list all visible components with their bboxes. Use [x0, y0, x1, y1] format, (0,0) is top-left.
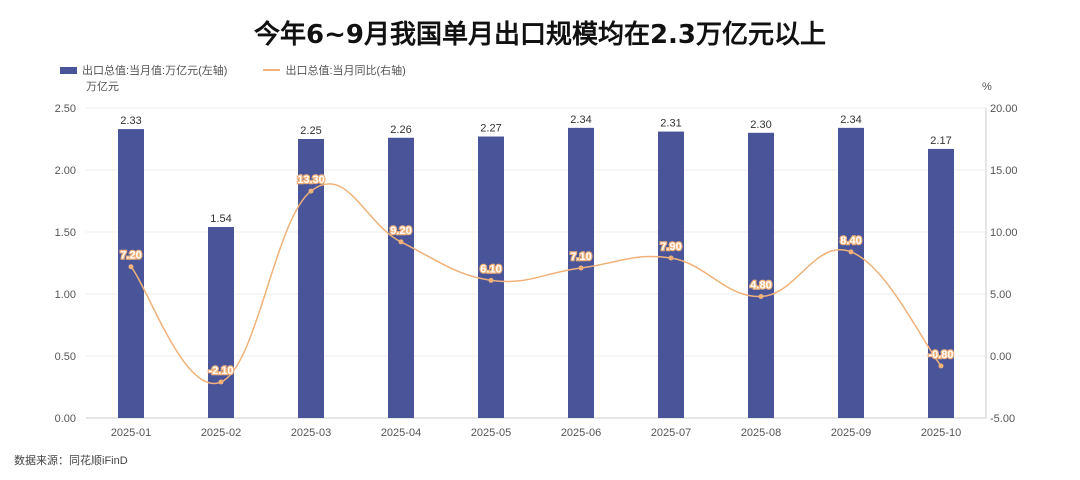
x-tick-label: 2025-03 — [291, 427, 331, 439]
bar — [658, 131, 684, 418]
line-data-label: -2.10 — [208, 365, 233, 377]
bar — [208, 227, 234, 418]
left-tick-label: 1.00 — [55, 289, 76, 301]
bar-data-label: 2.34 — [840, 114, 861, 126]
x-tick-label: 2025-02 — [201, 427, 241, 439]
bar-data-label: 2.26 — [390, 124, 411, 136]
line-point — [398, 239, 404, 245]
bar-data-label: 2.34 — [570, 114, 591, 126]
line-data-label: 7.10 — [570, 251, 591, 263]
line-data-label: 8.40 — [840, 235, 861, 247]
line-data-label: 9.20 — [390, 225, 411, 237]
line-point — [578, 265, 584, 271]
line-series — [130, 183, 942, 385]
x-tick-label: 2025-05 — [471, 427, 511, 439]
bar-data-label: 1.54 — [210, 213, 231, 225]
bar — [388, 137, 414, 418]
bar — [568, 127, 594, 418]
line-data-label: 6.10 — [480, 263, 501, 275]
x-tick-label: 2025-10 — [921, 427, 961, 439]
line-data-label: 4.80 — [750, 279, 771, 291]
legend-label-bar: 出口总值:当月值:万亿元(左轴) — [82, 65, 228, 77]
bar-data-label: 2.31 — [660, 118, 681, 130]
x-tick-label: 2025-08 — [741, 427, 781, 439]
legend-swatch-bar — [60, 66, 77, 74]
legend-label-line: 出口总值:当月同比(右轴) — [285, 65, 406, 77]
legend-item-line[interactable]: 出口总值:当月同比(右轴) — [263, 62, 406, 78]
x-tick-label: 2025-09 — [831, 427, 871, 439]
line-data-label: -0.80 — [928, 349, 953, 361]
bar — [838, 127, 864, 418]
bar-data-label: 2.17 — [930, 135, 951, 147]
x-tick-label: 2025-06 — [561, 427, 601, 439]
left-tick-label: 0.00 — [55, 413, 76, 425]
left-tick-label: 2.50 — [55, 103, 76, 115]
chart-title: 今年6~9月我国单月出口规模均在2.3万亿元以上 — [253, 20, 827, 50]
bar — [748, 132, 774, 419]
left-tick-label: 2.00 — [55, 165, 76, 177]
bar-data-label: 2.25 — [300, 125, 321, 137]
line-point — [488, 277, 494, 283]
bar-data-label: 2.33 — [120, 115, 141, 127]
bar — [928, 148, 954, 419]
source-note: 数据来源：同花顺iFinD — [14, 455, 128, 467]
left-axis-unit: 万亿元 — [86, 80, 119, 93]
line-point — [848, 249, 854, 255]
right-tick-label: -5.00 — [990, 413, 1015, 425]
right-axis-unit: % — [982, 81, 992, 93]
line-point — [758, 293, 764, 299]
legend-swatch-line — [263, 69, 281, 71]
x-tick-label: 2025-07 — [651, 427, 691, 439]
bar — [478, 136, 504, 418]
left-tick-label: 0.50 — [55, 351, 76, 363]
bar-data-label: 2.30 — [750, 119, 771, 131]
line-point — [128, 264, 134, 270]
line-point — [218, 379, 224, 385]
bar — [118, 129, 144, 418]
legend-item-bar[interactable]: 出口总值:当月值:万亿元(左轴) — [60, 62, 227, 78]
line-data-label: 7.20 — [120, 250, 141, 262]
right-tick-label: 5.00 — [990, 289, 1011, 301]
line-data-label: 13.30 — [297, 174, 325, 186]
right-tick-label: 15.00 — [990, 165, 1018, 177]
line-data-label: 7.90 — [660, 241, 681, 253]
left-tick-label: 1.50 — [55, 227, 76, 239]
line-point — [938, 363, 944, 369]
x-tick-label: 2025-01 — [111, 427, 151, 439]
right-tick-label: 0.00 — [990, 351, 1011, 363]
legend: 出口总值:当月值:万亿元(左轴) 出口总值:当月同比(右轴) — [60, 62, 406, 78]
right-tick-label: 20.00 — [990, 103, 1018, 115]
line-point — [308, 188, 314, 194]
x-tick-label: 2025-04 — [381, 427, 421, 439]
right-tick-label: 10.00 — [990, 227, 1018, 239]
line-point — [668, 255, 674, 261]
bar-data-label: 2.27 — [480, 123, 501, 135]
